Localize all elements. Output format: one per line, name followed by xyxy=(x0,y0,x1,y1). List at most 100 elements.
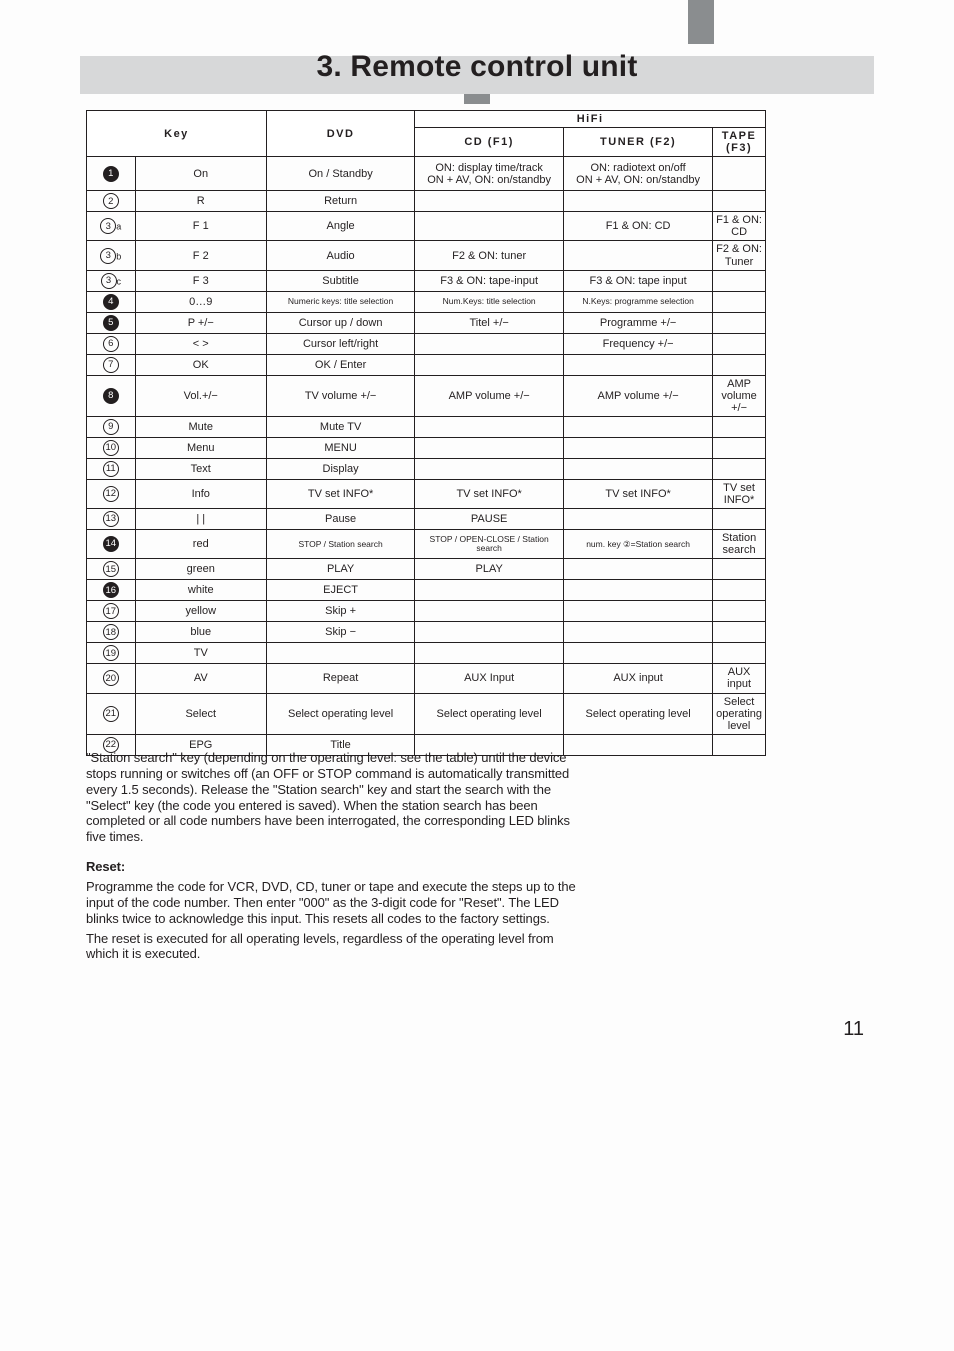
tun-cell xyxy=(564,643,713,664)
body-text: "Station search" key (depending on the o… xyxy=(86,750,576,966)
key-cell: Mute xyxy=(135,416,266,437)
tun-cell xyxy=(564,559,713,580)
tun-cell: AMP volume +/− xyxy=(564,375,713,416)
tun-cell: TV set INFO* xyxy=(564,479,713,508)
cd-cell: Select operating level xyxy=(415,693,564,734)
dvd-cell: Pause xyxy=(266,509,414,530)
dvd-cell: Select operating level xyxy=(266,693,414,734)
tun-cell xyxy=(564,601,713,622)
dvd-cell xyxy=(266,643,414,664)
dvd-cell: Skip + xyxy=(266,601,414,622)
title-block: 3. Remote control unit xyxy=(80,56,874,94)
key-cell: On xyxy=(135,157,266,191)
tun-cell: AUX input xyxy=(564,664,713,693)
table-row: 18blueSkip − xyxy=(87,622,766,643)
symbol-cell: 12 xyxy=(87,479,136,508)
symbol-cell: 3c xyxy=(87,270,136,291)
tun-cell xyxy=(564,580,713,601)
tap-cell xyxy=(713,270,766,291)
tun-cell xyxy=(564,622,713,643)
table-row: 11TextDisplay xyxy=(87,458,766,479)
table-row: 5P +/−Cursor up / downTitel +/−Programme… xyxy=(87,312,766,333)
dvd-cell: Numeric keys: title selection xyxy=(266,291,414,312)
table-row: 17yellowSkip + xyxy=(87,601,766,622)
cd-cell: Num.Keys: title selection xyxy=(415,291,564,312)
header-hifi: HiFi xyxy=(415,111,766,128)
tap-cell: F2 & ON: Tuner xyxy=(713,241,766,270)
symbol-cell: 13 xyxy=(87,509,136,530)
table-row: 19TV xyxy=(87,643,766,664)
table-row: 10MenuMENU xyxy=(87,437,766,458)
symbol-cell: 16 xyxy=(87,580,136,601)
key-cell: Select xyxy=(135,693,266,734)
key-cell: F 1 xyxy=(135,212,266,241)
tap-cell xyxy=(713,312,766,333)
tap-cell: TV set INFO* xyxy=(713,479,766,508)
symbol-cell: 10 xyxy=(87,437,136,458)
table-row: 21SelectSelect operating levelSelect ope… xyxy=(87,693,766,734)
tap-cell xyxy=(713,458,766,479)
cd-cell xyxy=(415,333,564,354)
dvd-cell: OK / Enter xyxy=(266,354,414,375)
symbol-cell: 1 xyxy=(87,157,136,191)
key-cell: | | xyxy=(135,509,266,530)
key-cell: blue xyxy=(135,622,266,643)
key-cell: TV xyxy=(135,643,266,664)
dvd-cell: Skip − xyxy=(266,622,414,643)
key-cell: Menu xyxy=(135,437,266,458)
tun-cell: F3 & ON: tape input xyxy=(564,270,713,291)
key-cell: P +/− xyxy=(135,312,266,333)
tun-cell: Frequency +/− xyxy=(564,333,713,354)
tap-cell xyxy=(713,333,766,354)
dvd-cell: Cursor up / down xyxy=(266,312,414,333)
dvd-cell: EJECT xyxy=(266,580,414,601)
table-row: 1OnOn / StandbyON: display time/trackON … xyxy=(87,157,766,191)
tap-cell xyxy=(713,416,766,437)
header-cd: CD (F1) xyxy=(415,128,564,157)
key-cell: R xyxy=(135,191,266,212)
header-dvd: DVD xyxy=(266,111,414,157)
dvd-cell: PLAY xyxy=(266,559,414,580)
tap-cell xyxy=(713,601,766,622)
dvd-cell: Angle xyxy=(266,212,414,241)
table-row: 7OKOK / Enter xyxy=(87,354,766,375)
table-row: 12InfoTV set INFO*TV set INFO*TV set INF… xyxy=(87,479,766,508)
cd-cell xyxy=(415,643,564,664)
cd-cell: F3 & ON: tape-input xyxy=(415,270,564,291)
symbol-cell: 18 xyxy=(87,622,136,643)
page-title: 3. Remote control unit xyxy=(80,50,874,84)
symbol-cell: 3b xyxy=(87,241,136,270)
symbol-cell: 4 xyxy=(87,291,136,312)
symbol-cell: 3a xyxy=(87,212,136,241)
tun-cell xyxy=(564,191,713,212)
tap-cell: AMP volume +/− xyxy=(713,375,766,416)
dvd-cell: TV set INFO* xyxy=(266,479,414,508)
dvd-cell: Subtitle xyxy=(266,270,414,291)
cd-cell: AMP volume +/− xyxy=(415,375,564,416)
table-row: 3bF 2AudioF2 & ON: tunerF2 & ON: Tuner xyxy=(87,241,766,270)
key-cell: OK xyxy=(135,354,266,375)
cd-cell xyxy=(415,354,564,375)
tun-cell xyxy=(564,241,713,270)
tun-cell: Select operating level xyxy=(564,693,713,734)
symbol-cell: 17 xyxy=(87,601,136,622)
dvd-cell: Audio xyxy=(266,241,414,270)
key-cell: red xyxy=(135,530,266,559)
table-row: 2RReturn xyxy=(87,191,766,212)
cd-cell: PLAY xyxy=(415,559,564,580)
tap-cell xyxy=(713,354,766,375)
dvd-cell: STOP / Station search xyxy=(266,530,414,559)
key-cell: F 3 xyxy=(135,270,266,291)
cd-cell: TV set INFO* xyxy=(415,479,564,508)
key-cell: Info xyxy=(135,479,266,508)
table-row: 8Vol.+/−TV volume +/−AMP volume +/−AMP v… xyxy=(87,375,766,416)
table-row: 20AVRepeatAUX InputAUX inputAUX input xyxy=(87,664,766,693)
cd-cell xyxy=(415,580,564,601)
tun-cell xyxy=(564,509,713,530)
dvd-cell: TV volume +/− xyxy=(266,375,414,416)
cd-cell: ON: display time/trackON + AV, ON: on/st… xyxy=(415,157,564,191)
key-cell: green xyxy=(135,559,266,580)
tap-cell xyxy=(713,509,766,530)
symbol-cell: 8 xyxy=(87,375,136,416)
key-cell: white xyxy=(135,580,266,601)
